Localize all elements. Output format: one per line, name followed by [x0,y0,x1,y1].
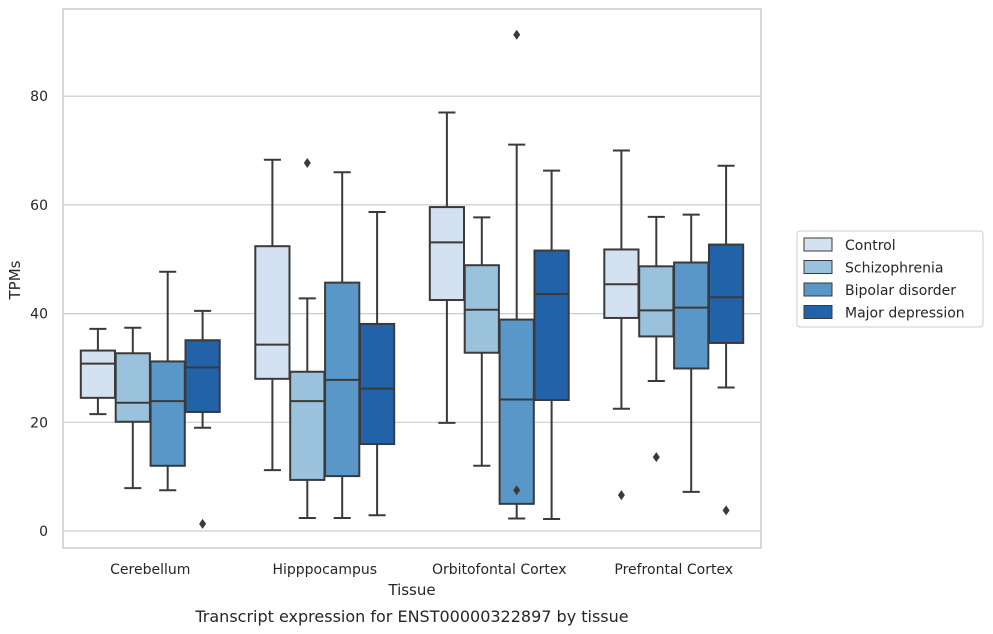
outlier-point [199,518,207,529]
box-bipolar-disorder [673,213,710,493]
chart-caption: Transcript expression for ENST0000032289… [194,607,628,626]
box-bipolar-disorder [149,270,186,492]
y-tick-label: 20 [30,415,48,431]
box-body [184,339,221,413]
y-tick-label: 40 [30,307,48,323]
x-axis-ticks: Cerebellum Hipppocampus Orbitofontal Corte… [110,562,733,578]
box-control [79,327,117,416]
box-body [79,349,117,399]
box-body [149,360,186,467]
outlier-point [617,490,625,501]
box-control [254,158,291,472]
x-tick-label: Hipppocampus [272,562,377,578]
legend-swatch [803,237,833,252]
box-control [428,111,466,424]
legend: Control Schizophrenia Bipolar disorder Majo… [796,230,984,328]
outlier-point [652,452,660,463]
box-body [498,318,535,505]
x-tick-label: Orbitofontal Cortex [432,562,567,578]
legend-label: Major depression [845,306,965,322]
box-body [254,245,291,380]
box-major-depression [184,309,221,529]
legend-label: Schizophrenia [845,261,943,277]
y-tick-label: 60 [30,198,48,214]
box-body [358,322,396,446]
legend-label: Control [845,238,896,254]
legend-swatch [803,260,833,274]
box-plots [79,29,745,529]
outlier-point [513,29,521,40]
box-schizophrenia [289,158,326,519]
box-body [707,243,745,344]
y-axis-ticks: 0 20 40 60 80 [30,89,48,540]
box-bipolar-disorder [324,171,361,519]
box-schizophrenia [114,326,151,490]
box-body [638,265,675,338]
box-major-depression [533,169,570,521]
x-axis-title: Tissue [387,581,435,599]
box-schizophrenia [463,216,500,467]
legend-frame [796,230,984,328]
box-bipolar-disorder [498,29,535,520]
box-body [533,249,570,402]
x-tick-label: Cerebellum [110,562,190,578]
outlier-point [303,158,311,169]
box-major-depression [707,164,745,516]
box-major-depression [358,210,396,517]
legend-label: Bipolar disorder [845,283,956,299]
box-body [428,206,466,302]
y-tick-label: 0 [39,524,48,540]
box-body [673,261,710,370]
legend-swatch [803,282,833,297]
y-axis-title: TPMs [6,260,24,300]
x-tick-label: Prefrontal Cortex [614,562,733,578]
outlier-point [513,485,521,496]
box-schizophrenia [638,215,675,463]
y-tick-label: 80 [30,89,48,105]
outlier-point [722,505,730,516]
legend-swatch [803,305,833,319]
box-body [114,352,151,423]
box-body [289,370,326,481]
